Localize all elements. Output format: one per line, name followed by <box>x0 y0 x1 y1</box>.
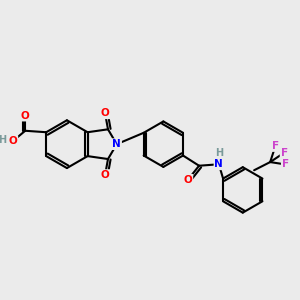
Text: H: H <box>0 135 6 146</box>
Text: O: O <box>184 175 192 185</box>
Text: F: F <box>272 141 279 151</box>
Text: H: H <box>215 148 223 158</box>
Text: O: O <box>101 170 110 180</box>
Text: N: N <box>214 159 223 169</box>
Text: N: N <box>112 139 121 149</box>
Text: F: F <box>280 148 288 158</box>
Text: O: O <box>9 136 17 146</box>
Text: F: F <box>282 159 289 170</box>
Text: O: O <box>21 111 30 121</box>
Text: O: O <box>101 108 110 118</box>
